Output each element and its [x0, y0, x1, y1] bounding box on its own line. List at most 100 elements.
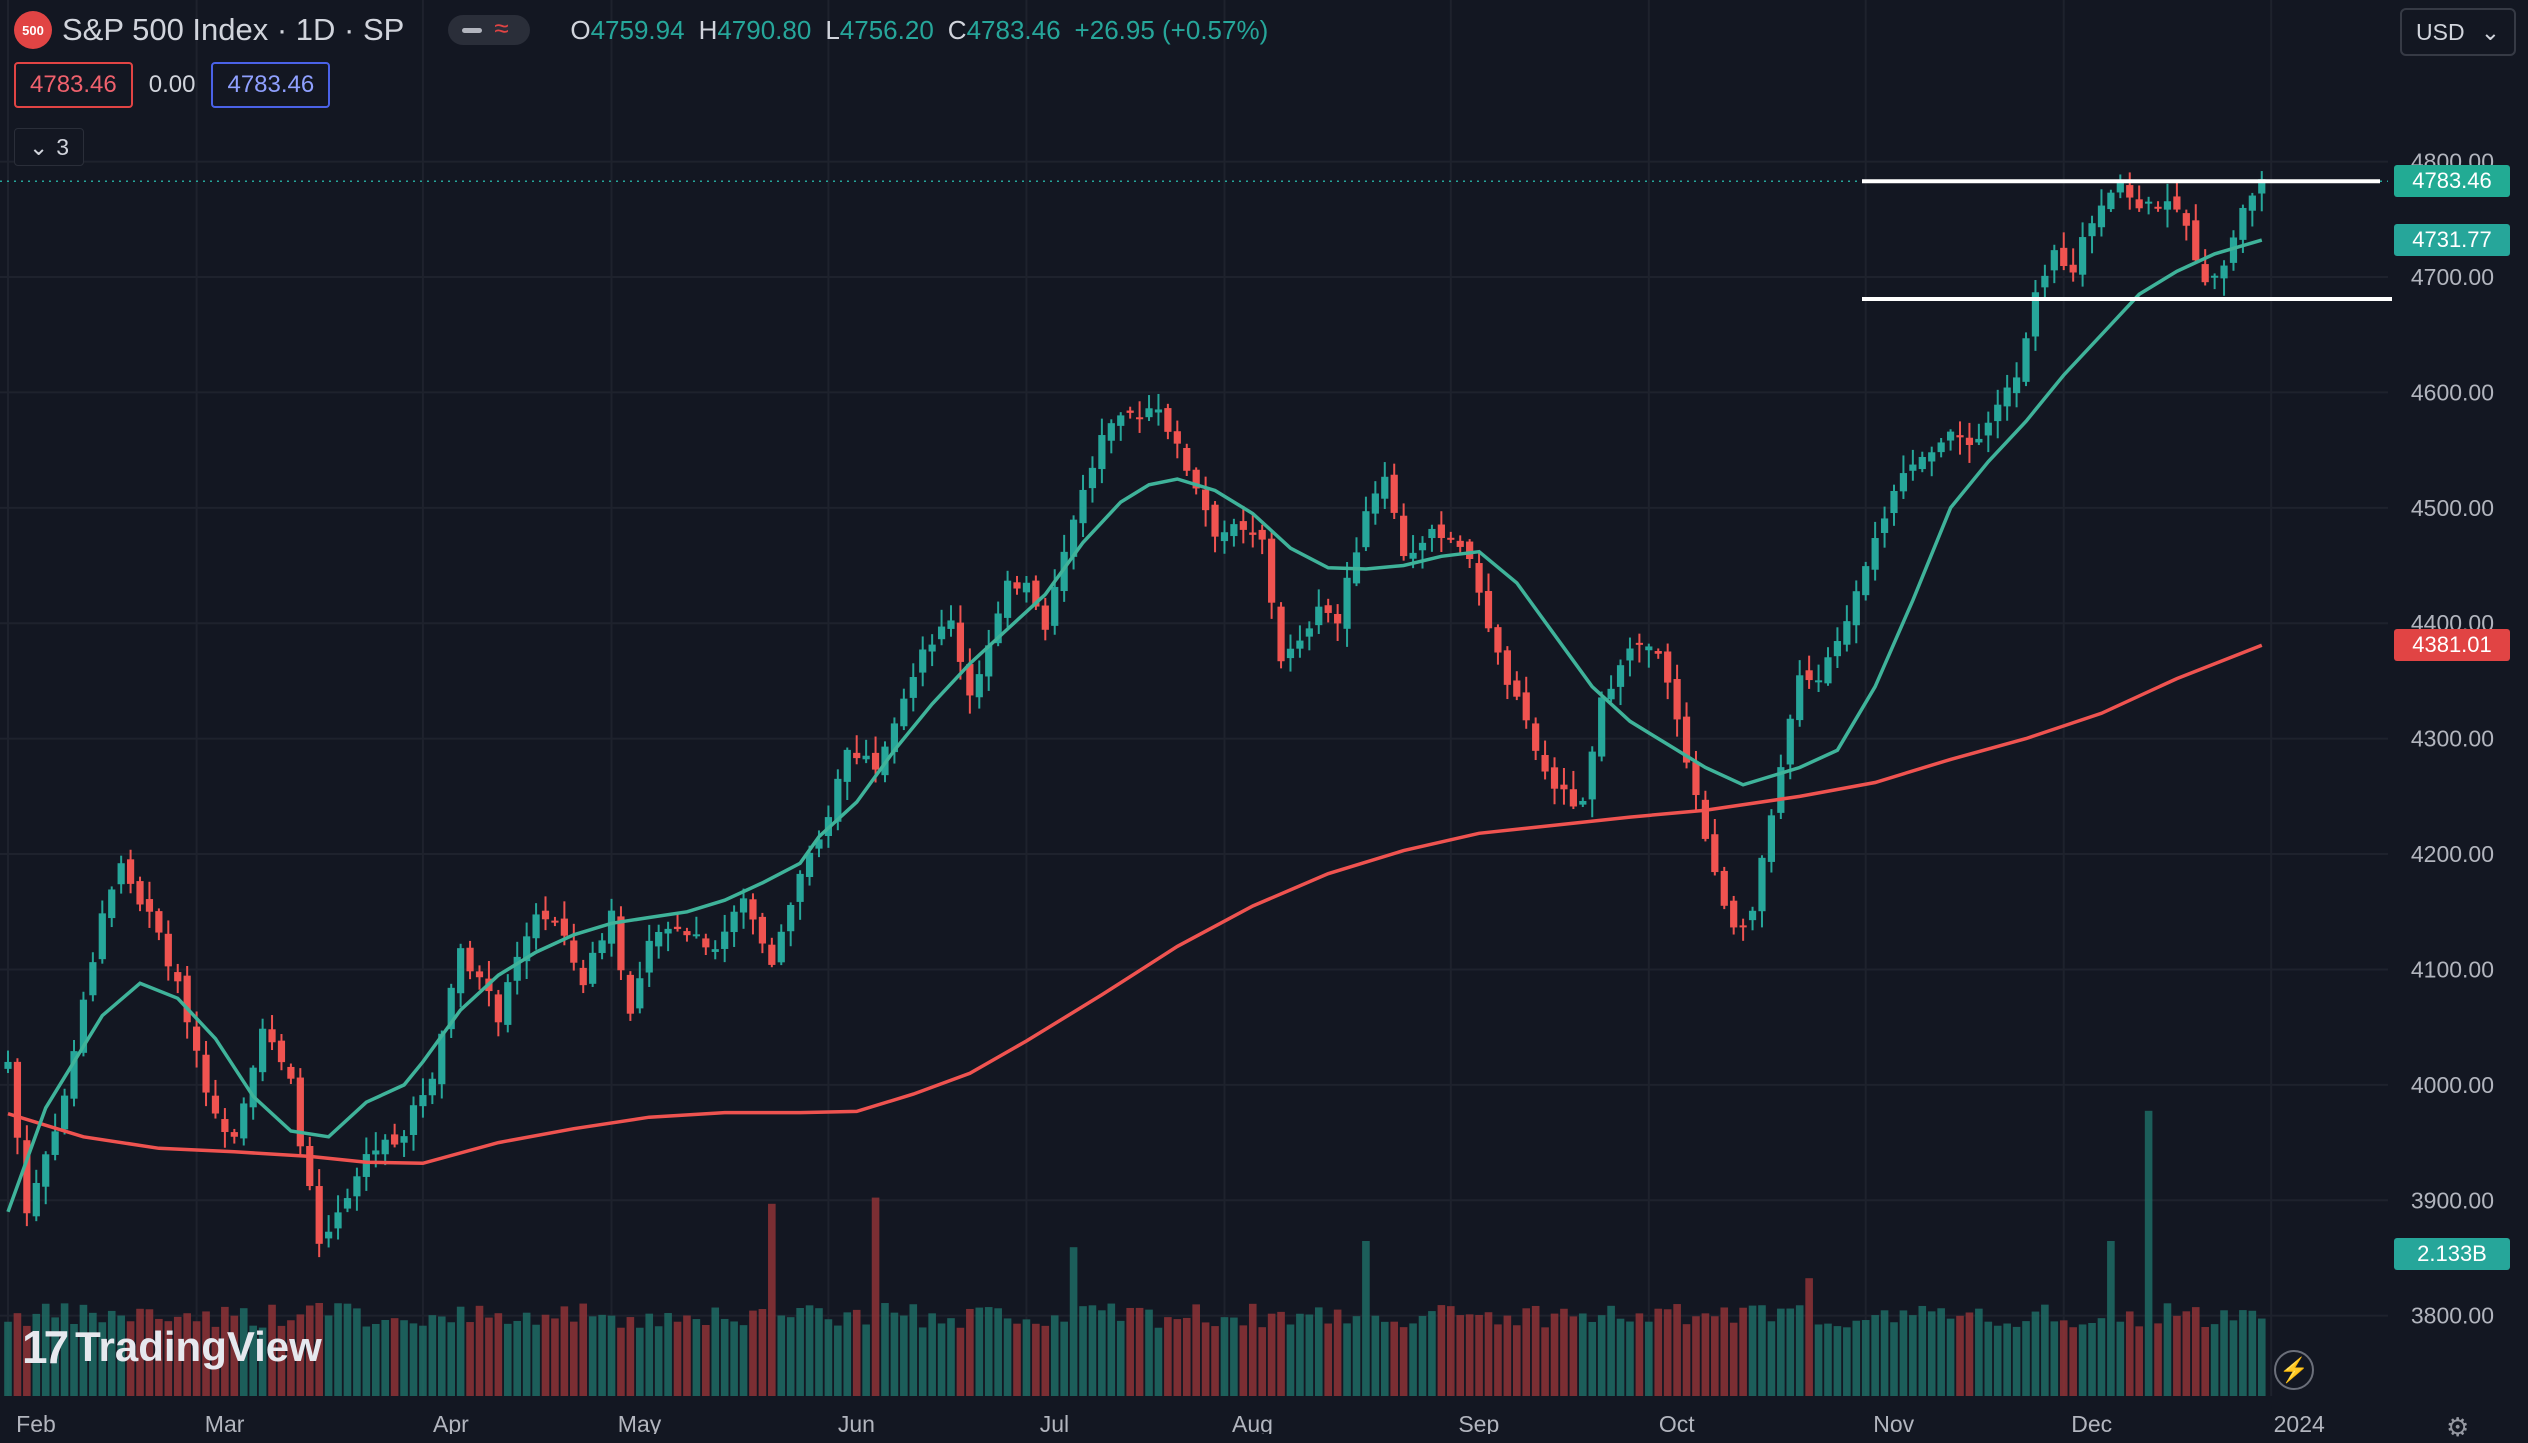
- volume-bar: [1494, 1324, 1502, 1396]
- volume-bar: [1456, 1315, 1465, 1396]
- candle-body: [1918, 456, 1926, 470]
- volume-bar: [1145, 1309, 1153, 1396]
- candle-body: [306, 1145, 314, 1187]
- candle-body: [466, 947, 474, 972]
- volume-bar: [1135, 1307, 1144, 1396]
- candle-body: [834, 778, 842, 822]
- volume-bar: [173, 1316, 182, 1396]
- price-tick-label: 4500.00: [2411, 495, 2494, 521]
- chevron-down-icon: ⌄: [2480, 18, 2500, 45]
- volume-bar: [683, 1315, 691, 1396]
- volume-bar: [2059, 1320, 2068, 1396]
- candle-body: [1324, 605, 1332, 613]
- volume-bar: [164, 1321, 173, 1396]
- volume-bar: [1843, 1327, 1851, 1396]
- candle-body: [909, 677, 917, 698]
- candle-body: [607, 910, 616, 944]
- indicator-toggle[interactable]: ≈: [448, 13, 531, 45]
- volume-bar: [41, 1303, 50, 1396]
- currency-select[interactable]: USD ⌄: [2400, 8, 2516, 56]
- volume-bar: [702, 1325, 710, 1396]
- buy-button[interactable]: 4783.46: [211, 62, 331, 108]
- lightning-icon[interactable]: ⚡: [2274, 1350, 2314, 1390]
- candle-body: [853, 752, 861, 759]
- candle-body: [277, 1040, 286, 1063]
- candle-body: [1852, 591, 1860, 626]
- symbol-title[interactable]: S&P 500 Index · 1D · SP: [62, 12, 405, 47]
- volume-bar: [296, 1314, 305, 1396]
- volume-bar: [1305, 1314, 1314, 1396]
- candle-body: [937, 626, 946, 640]
- volume-bar: [1022, 1319, 1031, 1396]
- volume-bar: [2031, 1311, 2040, 1396]
- volume-bar: [79, 1304, 88, 1396]
- candle-body: [1456, 540, 1464, 547]
- candle-body: [1758, 857, 1766, 912]
- volume-bar: [2069, 1327, 2077, 1396]
- volume-bar: [1475, 1314, 1483, 1396]
- wave-icon: ≈: [494, 13, 509, 43]
- gear-icon[interactable]: ⚙: [2446, 1412, 2470, 1442]
- volume-bar: [994, 1308, 1002, 1396]
- volume-bar: [183, 1313, 191, 1396]
- candle-body: [1824, 657, 1832, 684]
- candle-body: [32, 1182, 40, 1217]
- candle-body: [259, 1028, 267, 1073]
- candle-body: [768, 944, 776, 965]
- price-tick-label: 4300.00: [2411, 726, 2494, 752]
- volume-bar: [1418, 1315, 1427, 1396]
- candle-body: [70, 1051, 78, 1099]
- candle-body: [1975, 438, 1983, 443]
- volume-bar: [711, 1307, 720, 1396]
- volume-bar: [1748, 1305, 1757, 1396]
- indicators-collapse-button[interactable]: ⌄ 3: [14, 128, 84, 166]
- volume-bar: [1890, 1322, 1898, 1396]
- volume-bar: [2144, 1110, 2153, 1396]
- candle-body: [1409, 552, 1417, 559]
- volume-bar: [664, 1313, 672, 1396]
- candle-body: [2060, 247, 2068, 267]
- volume-bar: [1286, 1324, 1295, 1396]
- time-tick-label: Nov: [1873, 1411, 1914, 1434]
- candle-body: [1796, 675, 1804, 721]
- volume-bar: [2173, 1315, 2181, 1396]
- candle-body: [2239, 207, 2247, 240]
- candle-body: [381, 1139, 389, 1155]
- volume-bar: [1333, 1309, 1342, 1396]
- spread-value: 0.00: [148, 71, 196, 98]
- candle-body: [1362, 511, 1370, 548]
- volume-bar: [1729, 1322, 1738, 1396]
- volume-bar: [503, 1323, 512, 1396]
- volume-bar: [1230, 1317, 1238, 1396]
- candle-body: [1862, 566, 1870, 596]
- candle-body: [1220, 532, 1229, 542]
- candle-body: [1286, 648, 1295, 659]
- volume-bar: [475, 1305, 484, 1396]
- volume-bar: [1814, 1324, 1823, 1396]
- price-tick-label: 4200.00: [2411, 841, 2494, 867]
- volume-bar: [1654, 1308, 1663, 1396]
- candle-body: [721, 931, 729, 949]
- volume-bar: [1050, 1315, 1059, 1396]
- volume-bar: [598, 1314, 606, 1396]
- candle-body: [211, 1095, 220, 1114]
- candle-body: [1051, 586, 1059, 626]
- candle-body: [1598, 697, 1606, 757]
- candle-body: [400, 1136, 408, 1143]
- volume-bar: [1465, 1314, 1474, 1396]
- volume-bar: [1277, 1311, 1285, 1396]
- volume-bar: [1588, 1321, 1597, 1396]
- volume-bar: [2088, 1322, 2096, 1396]
- sell-button[interactable]: 4783.46: [14, 62, 133, 108]
- volume-bar: [2154, 1323, 2162, 1396]
- high-key: H: [698, 14, 718, 45]
- candle-body: [1635, 642, 1643, 645]
- volume-bar: [1437, 1305, 1446, 1396]
- volume-bar: [541, 1314, 550, 1396]
- candle-body: [1956, 435, 1964, 438]
- volume-bar: [2191, 1307, 2200, 1396]
- volume-bar: [909, 1304, 918, 1396]
- volume-bar: [607, 1315, 616, 1396]
- candle-body: [353, 1176, 361, 1197]
